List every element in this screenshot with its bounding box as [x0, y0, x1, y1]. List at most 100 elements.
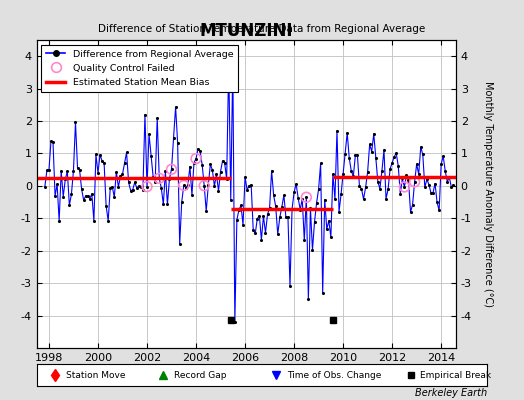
Point — [271, 203, 280, 210]
Point — [90, 218, 98, 224]
Point — [121, 160, 129, 166]
Point — [435, 207, 443, 214]
Point — [374, 178, 382, 185]
Point — [347, 168, 355, 174]
Point — [449, 182, 457, 188]
Point — [264, 211, 272, 218]
Point — [443, 178, 452, 185]
Point — [294, 195, 302, 201]
Point — [157, 185, 166, 191]
Point — [417, 144, 425, 150]
Point — [321, 196, 329, 203]
Point — [224, 60, 233, 66]
Point — [439, 153, 447, 159]
Point — [241, 174, 249, 180]
Point — [214, 188, 223, 194]
Point — [378, 168, 386, 174]
Point — [302, 194, 311, 200]
Point — [314, 186, 323, 192]
Point — [386, 166, 394, 172]
Point — [208, 167, 216, 173]
Point — [359, 196, 368, 202]
Point — [259, 213, 268, 219]
Point — [194, 145, 202, 152]
Point — [188, 192, 196, 198]
Point — [427, 190, 435, 196]
Point — [226, 197, 235, 203]
Legend: Difference from Regional Average, Quality Control Failed, Estimated Station Mean: Difference from Regional Average, Qualit… — [41, 45, 238, 92]
Point — [69, 168, 78, 174]
Point — [319, 290, 327, 296]
Point — [165, 175, 173, 182]
Point — [302, 194, 311, 200]
Point — [88, 191, 96, 197]
Point — [83, 193, 92, 199]
Title: MTUNZINI: MTUNZINI — [200, 22, 293, 40]
Point — [335, 208, 343, 215]
Point — [235, 206, 243, 213]
Point — [223, 176, 231, 183]
Point — [118, 171, 127, 178]
Point — [59, 193, 68, 200]
Point — [85, 195, 94, 202]
Point — [392, 150, 400, 156]
Point — [80, 197, 88, 204]
Point — [316, 160, 325, 166]
Point — [237, 202, 245, 209]
Point — [292, 181, 300, 187]
Point — [171, 104, 180, 110]
Point — [400, 184, 409, 190]
Point — [130, 179, 139, 186]
Point — [247, 182, 255, 188]
Point — [204, 182, 212, 188]
Point — [167, 166, 176, 172]
Point — [410, 179, 419, 185]
Point — [408, 202, 417, 208]
Point — [96, 152, 104, 158]
Point — [167, 166, 176, 172]
Point — [331, 196, 339, 202]
Point — [243, 186, 252, 193]
Point — [405, 177, 413, 183]
Point — [349, 173, 357, 180]
Point — [288, 206, 296, 212]
Point — [133, 185, 141, 191]
Point — [216, 168, 225, 175]
Point — [45, 167, 53, 173]
Point — [310, 219, 319, 225]
Point — [169, 135, 178, 141]
Point — [228, 60, 237, 66]
Point — [94, 170, 102, 176]
Point — [445, 174, 454, 180]
Point — [447, 184, 455, 191]
Point — [63, 168, 71, 174]
Point — [206, 161, 214, 168]
Point — [61, 176, 70, 182]
Point — [376, 186, 384, 192]
Point — [98, 158, 106, 164]
Point — [276, 214, 284, 221]
Point — [286, 283, 294, 290]
Point — [296, 206, 304, 213]
Point — [231, 319, 239, 325]
Point — [423, 176, 431, 182]
Point — [269, 192, 278, 198]
Point — [265, 205, 274, 212]
Point — [398, 175, 407, 182]
Point — [123, 149, 131, 156]
Text: Empirical Break: Empirical Break — [420, 370, 491, 380]
Point — [149, 174, 157, 180]
Point — [380, 147, 388, 153]
Point — [355, 183, 364, 190]
Point — [406, 209, 414, 215]
Point — [394, 163, 402, 169]
Point — [42, 167, 51, 174]
Point — [200, 182, 209, 189]
Point — [210, 183, 219, 189]
Point — [326, 234, 335, 240]
Point — [139, 186, 147, 193]
Point — [421, 184, 429, 191]
Point — [49, 139, 57, 146]
Point — [183, 182, 192, 188]
Point — [104, 218, 112, 224]
